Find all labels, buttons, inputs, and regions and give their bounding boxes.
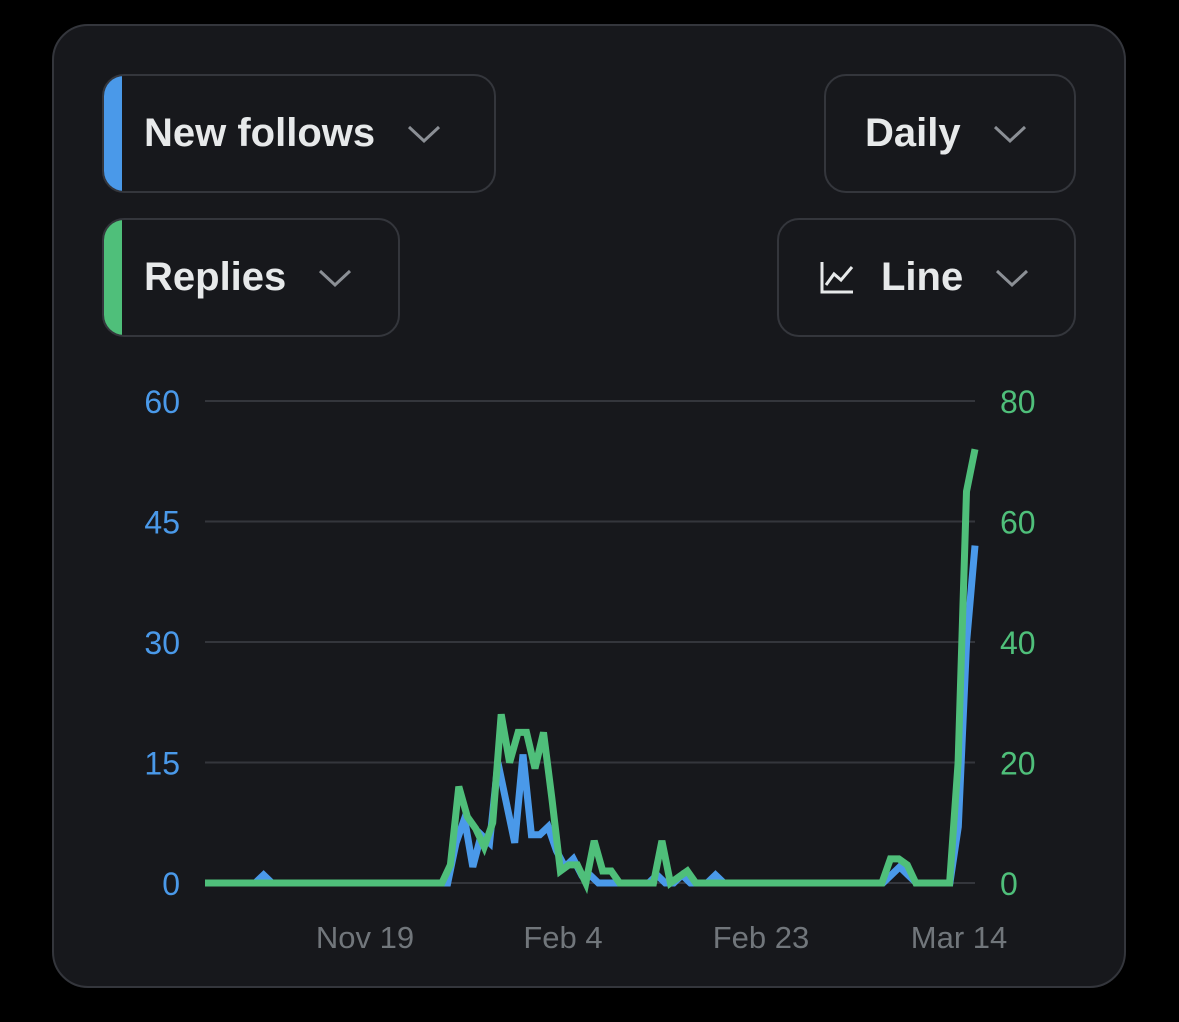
metric-secondary-color: [104, 220, 122, 335]
x-tick-label: Feb 4: [523, 920, 602, 955]
series-line-replies: [205, 448, 979, 895]
chevron-down-icon: [318, 268, 352, 288]
metric-secondary-dropdown[interactable]: Replies: [102, 218, 400, 337]
chevron-down-icon: [993, 124, 1027, 144]
chart-type-dropdown[interactable]: Line: [777, 218, 1076, 337]
x-tick-label: Feb 23: [713, 920, 810, 955]
y-left-tick-label: 15: [144, 746, 180, 782]
series-line-new-follows: [205, 545, 979, 887]
y-left-tick-label: 45: [144, 505, 180, 541]
y-right-tick-label: 0: [1000, 866, 1018, 902]
line-chart-icon: [819, 261, 855, 295]
interval-dropdown[interactable]: Daily: [824, 74, 1076, 193]
chevron-down-icon: [995, 268, 1029, 288]
metric-primary-dropdown[interactable]: New follows: [102, 74, 496, 193]
y-left-tick-label: 30: [144, 625, 180, 661]
y-right-tick-label: 60: [1000, 505, 1036, 541]
metric-primary-label: New follows: [144, 111, 376, 155]
x-tick-label: Mar 14: [911, 920, 1007, 955]
metric-primary-color: [104, 76, 122, 191]
chart-type-label: Line: [881, 255, 964, 299]
chevron-down-icon: [407, 124, 441, 144]
x-tick-label: Nov 19: [316, 920, 414, 955]
metric-secondary-label: Replies: [144, 255, 287, 299]
y-right-tick-label: 80: [1000, 384, 1036, 420]
y-left-tick-label: 0: [162, 866, 180, 902]
y-left-tick-label: 60: [144, 384, 180, 420]
y-right-tick-label: 40: [1000, 625, 1036, 661]
y-right-tick-label: 20: [1000, 746, 1036, 782]
interval-label: Daily: [865, 111, 961, 155]
